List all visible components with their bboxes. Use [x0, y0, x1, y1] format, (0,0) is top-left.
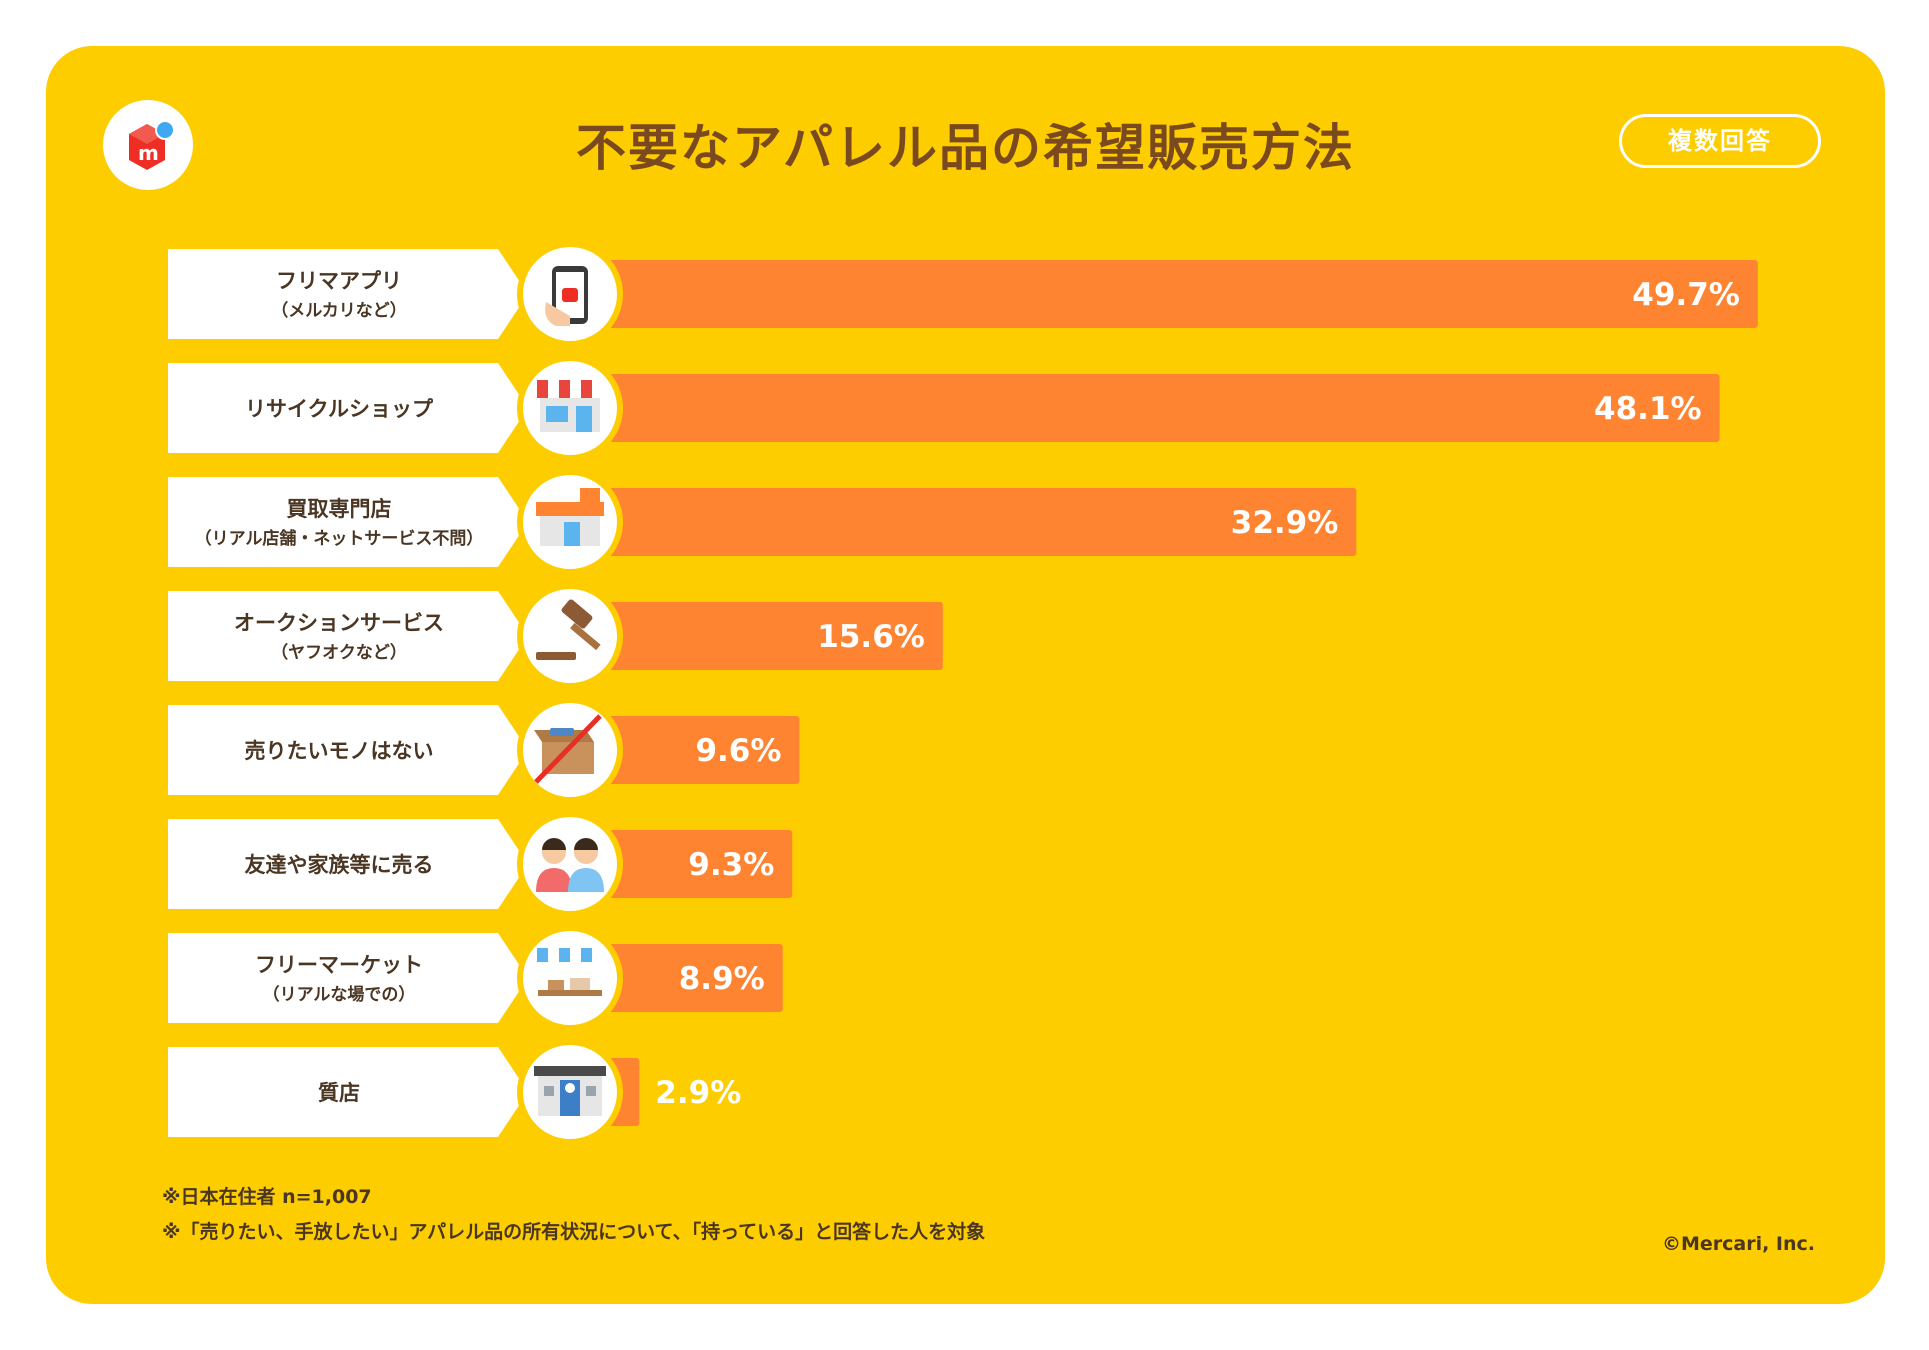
mercari-logo: m — [103, 100, 193, 190]
category-label-box — [168, 819, 528, 909]
svg-text:m: m — [138, 141, 159, 165]
category-label: 買取専門店 — [287, 497, 392, 521]
category-sublabel: （ヤフオクなど） — [271, 642, 407, 663]
category-label-box — [168, 477, 528, 567]
category-label-box — [168, 705, 528, 795]
bar — [570, 374, 1720, 442]
category-label-box — [168, 1047, 528, 1137]
value-label: 9.3% — [688, 847, 774, 883]
bar-chart: フリマアプリ （メルカリなど） 49.7% リサイクルショップ 48.1% 買取専門店 （リ… — [168, 241, 1758, 1145]
category-label: フリーマーケット — [255, 953, 423, 977]
value-label: 48.1% — [1594, 391, 1702, 427]
footnote-target: ※「売りたい、手放したい」アパレル品の所有状況について、「持っている」と回答した… — [162, 1221, 986, 1243]
value-label: 15.6% — [817, 619, 925, 655]
pawnshop-icon — [517, 1039, 623, 1145]
category-label: 質店 — [318, 1081, 360, 1105]
category-label-box — [168, 249, 528, 339]
store-icon — [517, 469, 623, 575]
value-label: 9.6% — [695, 733, 781, 769]
bar — [570, 488, 1357, 556]
value-label: 32.9% — [1231, 505, 1339, 541]
bar — [570, 944, 783, 1012]
multiple-answer-badge: 複数回答 — [1619, 114, 1821, 168]
value-label: 2.9% — [655, 1075, 741, 1111]
category-label-box — [168, 591, 528, 681]
chart-title: 不要なアパレル品の希望販売方法 — [576, 119, 1355, 177]
category-label-box — [168, 933, 528, 1023]
category-sublabel: （リアル店舗・ネットサービス不問） — [195, 528, 484, 549]
category-label: オークションサービス — [234, 611, 444, 635]
footnote-sample: ※日本在住者 n=1,007 — [162, 1186, 372, 1208]
market-stall-icon — [517, 925, 623, 1031]
value-label: 49.7% — [1632, 277, 1740, 313]
smartphone-icon — [517, 241, 623, 347]
category-label: フリマアプリ — [276, 269, 402, 293]
chart-card: m 不要なアパレル品の希望販売方法 複数回答 フリマアプリ （メルカリなど） 49.… — [46, 46, 1885, 1304]
bar — [570, 830, 793, 898]
people-icon — [517, 811, 623, 917]
value-label: 8.9% — [679, 961, 765, 997]
category-sublabel: （リアルな場での） — [263, 984, 416, 1005]
bar — [570, 716, 800, 784]
bar — [570, 602, 943, 670]
category-label: リサイクルショップ — [245, 397, 434, 421]
gavel-icon — [517, 583, 623, 689]
no-box-icon — [517, 697, 623, 803]
category-label-box — [168, 363, 528, 453]
copyright: ©Mercari, Inc. — [1661, 1233, 1815, 1255]
shop-icon — [517, 355, 623, 461]
bar — [570, 260, 1758, 328]
category-label: 友達や家族等に売る — [245, 853, 434, 877]
category-sublabel: （メルカリなど） — [271, 300, 407, 321]
category-label: 売りたいモノはない — [245, 739, 434, 763]
